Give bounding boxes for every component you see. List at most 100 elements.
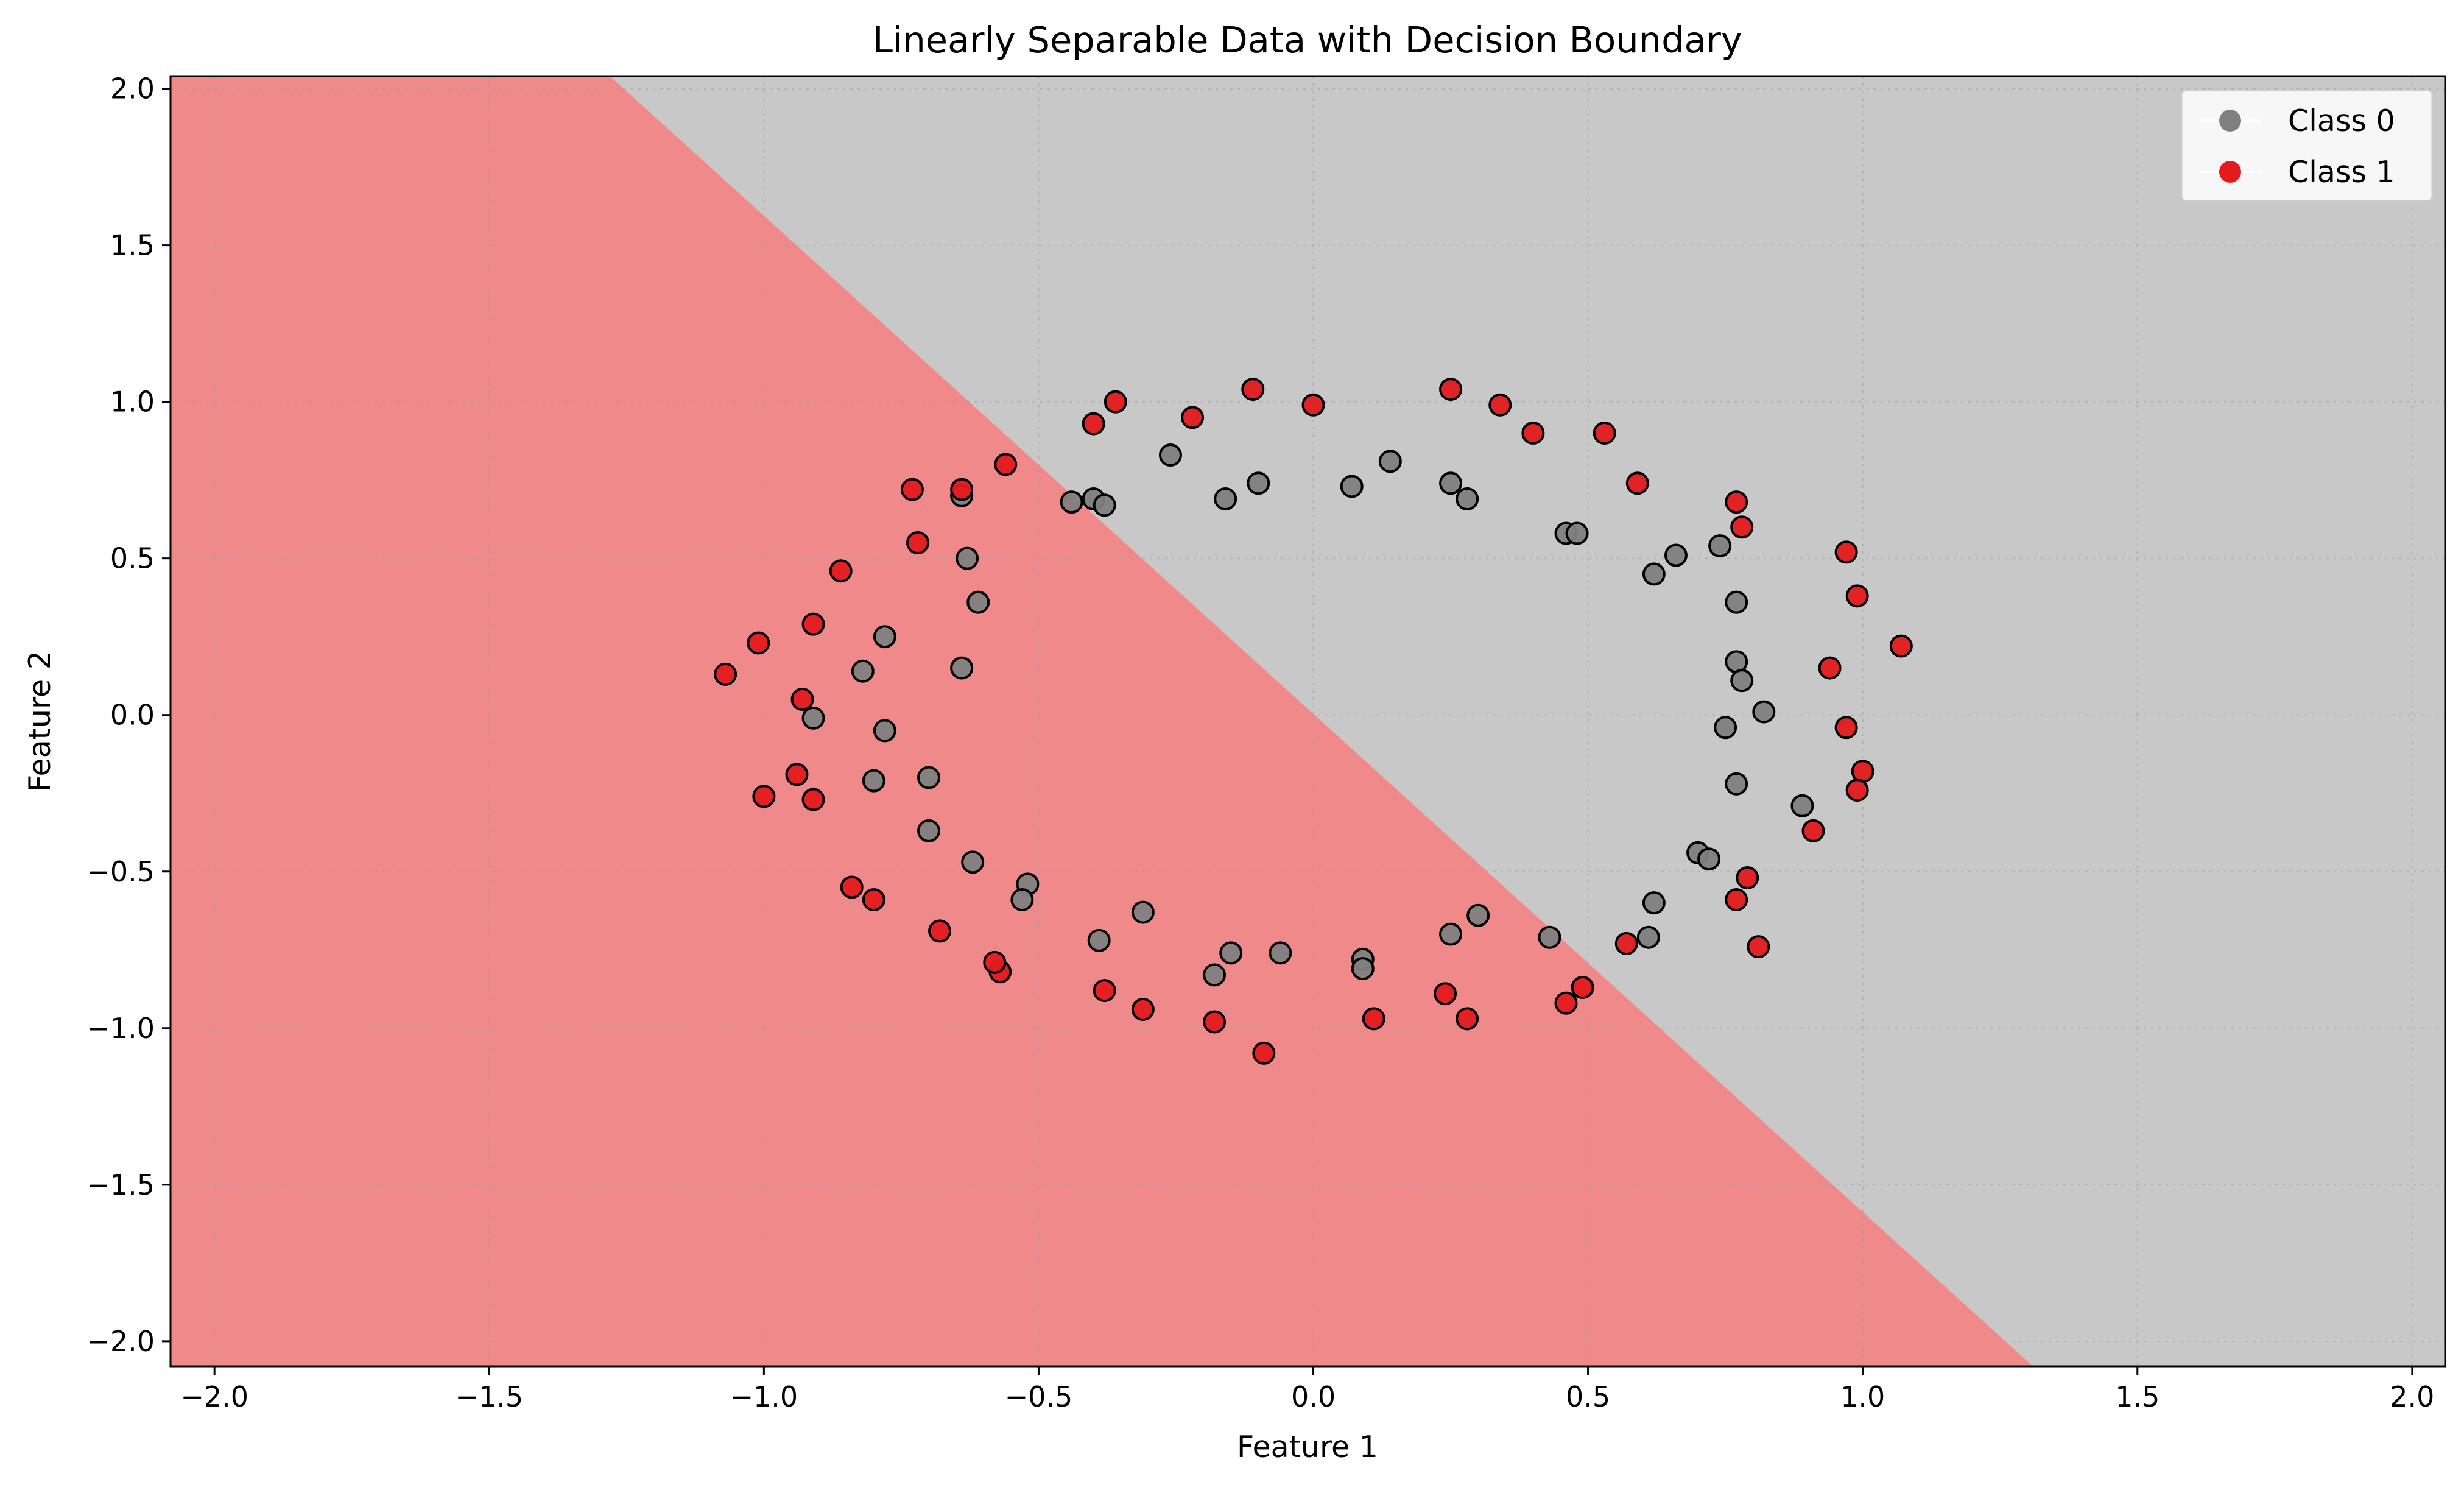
y-tick-label: 0.5 bbox=[110, 542, 155, 575]
data-point-class-1 bbox=[714, 662, 737, 686]
data-point-class-0 bbox=[1340, 475, 1364, 498]
class-0-region bbox=[610, 76, 2445, 1366]
data-point-class-1 bbox=[1571, 975, 1594, 999]
data-point-class-0 bbox=[1351, 957, 1375, 981]
data-point-class-0 bbox=[1714, 716, 1737, 740]
data-point-class-0 bbox=[961, 850, 985, 874]
data-point-class-0 bbox=[1708, 534, 1732, 558]
y-tick-label: 0.0 bbox=[110, 699, 155, 732]
data-point-class-0 bbox=[1158, 443, 1182, 467]
data-point-class-0 bbox=[1725, 590, 1748, 614]
data-point-class-1 bbox=[1241, 378, 1265, 401]
data-point-class-1 bbox=[790, 688, 814, 711]
data-point-class-1 bbox=[928, 919, 952, 943]
data-point-class-1 bbox=[801, 788, 825, 811]
data-point-class-1 bbox=[1736, 866, 1759, 890]
x-tick-label: −1.0 bbox=[730, 1380, 798, 1413]
data-point-class-0 bbox=[1752, 700, 1776, 724]
data-point-class-1 bbox=[1362, 1007, 1385, 1031]
y-axis-label: Feature 2 bbox=[23, 651, 57, 792]
data-point-class-1 bbox=[1851, 760, 1874, 783]
y-tick-label: 1.0 bbox=[110, 386, 155, 418]
data-point-class-1 bbox=[1093, 979, 1116, 1003]
legend-marker-class-1 bbox=[2219, 161, 2241, 183]
data-point-class-0 bbox=[956, 546, 979, 570]
chart-title: Linearly Separable Data with Decision Bo… bbox=[873, 19, 1742, 61]
data-point-class-1 bbox=[1845, 779, 1869, 802]
data-point-class-1 bbox=[1252, 1041, 1276, 1065]
data-point-class-1 bbox=[1131, 997, 1155, 1021]
data-point-class-0 bbox=[1642, 891, 1666, 915]
data-point-class-1 bbox=[1747, 935, 1770, 959]
data-point-class-0 bbox=[1730, 669, 1754, 693]
data-point-class-1 bbox=[829, 559, 853, 583]
data-point-class-1 bbox=[950, 478, 974, 501]
legend: Class 0 Class 1 bbox=[2180, 89, 2434, 202]
y-tick-label: −1.5 bbox=[86, 1168, 155, 1201]
data-point-class-0 bbox=[917, 819, 940, 842]
data-point-class-1 bbox=[983, 950, 1007, 974]
data-point-class-0 bbox=[851, 659, 875, 683]
data-point-class-1 bbox=[1834, 716, 1858, 740]
data-point-class-0 bbox=[1378, 450, 1402, 473]
data-point-class-1 bbox=[1488, 393, 1512, 417]
data-point-class-1 bbox=[900, 478, 924, 501]
data-point-class-1 bbox=[1104, 390, 1127, 414]
data-point-class-0 bbox=[1060, 490, 1083, 514]
data-point-class-1 bbox=[1889, 634, 1913, 658]
data-point-class-0 bbox=[862, 769, 885, 793]
data-point-class-0 bbox=[1725, 772, 1748, 796]
data-point-class-0 bbox=[1093, 493, 1116, 517]
data-point-class-1 bbox=[840, 875, 864, 899]
data-point-class-0 bbox=[873, 719, 896, 743]
data-point-class-1 bbox=[1521, 422, 1545, 445]
data-point-class-0 bbox=[1697, 847, 1721, 871]
x-tick-label: 2.0 bbox=[2390, 1380, 2434, 1413]
data-point-class-1 bbox=[862, 888, 885, 912]
x-tick-label: 0.0 bbox=[1291, 1380, 1336, 1413]
data-point-class-1 bbox=[1834, 540, 1858, 564]
data-point-class-1 bbox=[1082, 412, 1105, 436]
data-point-class-1 bbox=[801, 612, 825, 636]
x-tick-label: −2.0 bbox=[180, 1380, 248, 1413]
legend-label-class-0: Class 0 bbox=[2288, 104, 2395, 138]
data-point-class-1 bbox=[1301, 393, 1325, 417]
legend-label-class-1: Class 1 bbox=[2288, 155, 2395, 189]
data-point-class-0 bbox=[1269, 941, 1292, 965]
y-tick-label: 1.5 bbox=[110, 229, 155, 262]
x-tick-label: 1.5 bbox=[2115, 1380, 2160, 1413]
data-point-class-0 bbox=[950, 656, 974, 680]
data-point-class-1 bbox=[1456, 1007, 1479, 1031]
data-point-class-0 bbox=[917, 766, 940, 789]
data-point-class-1 bbox=[752, 785, 776, 808]
y-tick-label: 2.0 bbox=[110, 72, 155, 105]
data-point-class-1 bbox=[1818, 656, 1842, 680]
data-point-class-0 bbox=[1247, 471, 1270, 495]
data-point-class-0 bbox=[966, 590, 990, 614]
axis-ticks: −2.0 −1.5 −1.0 −0.5 0.0 0.5 1.0 1.5 2.0 −2.0 −1.5 −… bbox=[86, 72, 2434, 1413]
data-point-class-0 bbox=[1203, 963, 1227, 987]
data-point-class-1 bbox=[906, 531, 929, 554]
x-tick-label: 0.5 bbox=[1566, 1380, 1610, 1413]
data-point-class-1 bbox=[1801, 819, 1825, 842]
data-point-class-1 bbox=[1845, 584, 1869, 608]
data-point-class-1 bbox=[1434, 982, 1457, 1006]
legend-frame bbox=[2180, 89, 2434, 202]
data-point-class-0 bbox=[1439, 471, 1463, 495]
data-point-class-0 bbox=[1456, 487, 1479, 511]
data-point-class-1 bbox=[1203, 1010, 1227, 1034]
data-point-class-1 bbox=[994, 453, 1018, 476]
data-point-class-1 bbox=[1725, 490, 1748, 514]
data-point-class-0 bbox=[1790, 794, 1814, 817]
data-point-class-1 bbox=[1181, 406, 1205, 429]
y-tick-label: −2.0 bbox=[86, 1325, 155, 1358]
data-point-class-1 bbox=[785, 763, 809, 786]
data-point-class-0 bbox=[801, 706, 825, 730]
data-point-class-0 bbox=[1636, 925, 1660, 949]
data-point-class-0 bbox=[1010, 888, 1034, 912]
x-tick-label: −0.5 bbox=[1005, 1380, 1073, 1413]
x-tick-label: 1.0 bbox=[1840, 1380, 1885, 1413]
data-point-class-1 bbox=[1614, 931, 1638, 955]
data-point-class-0 bbox=[1131, 900, 1155, 924]
